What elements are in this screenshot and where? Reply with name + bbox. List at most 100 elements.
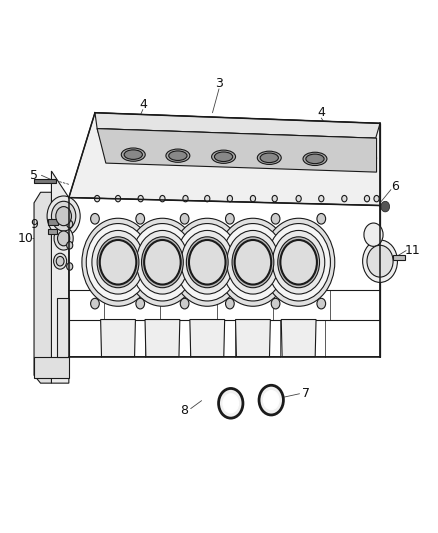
Circle shape bbox=[131, 223, 194, 301]
Text: 9: 9 bbox=[30, 217, 38, 231]
Circle shape bbox=[232, 237, 274, 288]
Ellipse shape bbox=[306, 154, 324, 164]
Circle shape bbox=[95, 196, 100, 202]
Circle shape bbox=[381, 201, 390, 212]
Circle shape bbox=[272, 196, 277, 202]
Circle shape bbox=[205, 196, 210, 202]
Ellipse shape bbox=[166, 149, 190, 163]
Circle shape bbox=[67, 220, 73, 228]
Polygon shape bbox=[69, 198, 380, 357]
Circle shape bbox=[136, 214, 145, 224]
Circle shape bbox=[97, 237, 139, 288]
Ellipse shape bbox=[124, 150, 142, 159]
Circle shape bbox=[317, 214, 325, 224]
Text: 6: 6 bbox=[391, 181, 399, 193]
Circle shape bbox=[217, 218, 289, 306]
Circle shape bbox=[180, 298, 189, 309]
Circle shape bbox=[171, 218, 244, 306]
Circle shape bbox=[317, 298, 325, 309]
Polygon shape bbox=[69, 113, 380, 206]
Circle shape bbox=[116, 196, 120, 202]
Polygon shape bbox=[48, 229, 57, 234]
Circle shape bbox=[91, 214, 99, 224]
Circle shape bbox=[51, 201, 76, 231]
Circle shape bbox=[319, 196, 324, 202]
Ellipse shape bbox=[169, 151, 187, 160]
Polygon shape bbox=[236, 319, 270, 357]
Polygon shape bbox=[145, 319, 180, 357]
Circle shape bbox=[186, 237, 228, 288]
Circle shape bbox=[136, 298, 145, 309]
Circle shape bbox=[271, 214, 280, 224]
Text: 3: 3 bbox=[215, 77, 223, 90]
Circle shape bbox=[263, 391, 279, 410]
Circle shape bbox=[364, 223, 383, 246]
Ellipse shape bbox=[215, 152, 233, 161]
Polygon shape bbox=[48, 219, 58, 225]
Text: 4: 4 bbox=[318, 106, 325, 119]
Polygon shape bbox=[97, 128, 377, 159]
Circle shape bbox=[141, 237, 184, 288]
Circle shape bbox=[144, 240, 181, 285]
Circle shape bbox=[183, 196, 188, 202]
Circle shape bbox=[180, 214, 189, 224]
Circle shape bbox=[226, 298, 234, 309]
Circle shape bbox=[54, 227, 73, 250]
Ellipse shape bbox=[303, 152, 327, 165]
Circle shape bbox=[363, 240, 397, 282]
Circle shape bbox=[367, 245, 393, 277]
Circle shape bbox=[251, 196, 255, 202]
Circle shape bbox=[364, 196, 370, 202]
Circle shape bbox=[57, 231, 70, 246]
Circle shape bbox=[47, 196, 80, 236]
Circle shape bbox=[267, 223, 330, 301]
Circle shape bbox=[342, 196, 347, 202]
Circle shape bbox=[181, 230, 233, 294]
Circle shape bbox=[160, 196, 165, 202]
Circle shape bbox=[227, 230, 279, 294]
Text: 8: 8 bbox=[180, 404, 188, 417]
Ellipse shape bbox=[121, 148, 145, 161]
Circle shape bbox=[56, 207, 71, 225]
Circle shape bbox=[136, 230, 188, 294]
Text: 10: 10 bbox=[18, 232, 33, 245]
Circle shape bbox=[176, 223, 239, 301]
Circle shape bbox=[221, 223, 285, 301]
Circle shape bbox=[280, 240, 317, 285]
Circle shape bbox=[271, 298, 280, 309]
Circle shape bbox=[278, 237, 320, 288]
Circle shape bbox=[262, 218, 335, 306]
Circle shape bbox=[100, 240, 136, 285]
Polygon shape bbox=[393, 255, 405, 260]
Polygon shape bbox=[281, 319, 316, 357]
Circle shape bbox=[374, 196, 379, 202]
Circle shape bbox=[138, 196, 143, 202]
Circle shape bbox=[296, 196, 301, 202]
Text: 11: 11 bbox=[405, 244, 420, 257]
Circle shape bbox=[67, 241, 73, 249]
Ellipse shape bbox=[212, 150, 236, 164]
Polygon shape bbox=[51, 171, 69, 383]
Polygon shape bbox=[190, 319, 225, 357]
Polygon shape bbox=[101, 319, 135, 357]
Text: 4: 4 bbox=[139, 98, 147, 111]
Circle shape bbox=[226, 214, 234, 224]
Polygon shape bbox=[97, 128, 377, 172]
Text: 5: 5 bbox=[30, 169, 38, 182]
Polygon shape bbox=[57, 298, 69, 357]
Circle shape bbox=[56, 256, 64, 266]
Polygon shape bbox=[34, 192, 51, 383]
Circle shape bbox=[126, 218, 198, 306]
Circle shape bbox=[86, 223, 150, 301]
Ellipse shape bbox=[257, 151, 281, 165]
Circle shape bbox=[67, 263, 73, 270]
Circle shape bbox=[91, 298, 99, 309]
Circle shape bbox=[272, 230, 325, 294]
Polygon shape bbox=[95, 113, 380, 138]
Circle shape bbox=[223, 394, 239, 413]
Circle shape bbox=[53, 253, 67, 269]
Circle shape bbox=[259, 385, 283, 415]
Text: 7: 7 bbox=[302, 387, 310, 400]
Polygon shape bbox=[34, 357, 69, 378]
Ellipse shape bbox=[260, 153, 279, 163]
